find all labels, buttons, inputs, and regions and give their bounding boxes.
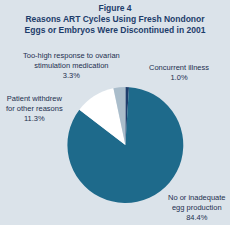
svg-text:No or inadequateegg production: No or inadequateegg production84.4% (168, 193, 226, 222)
svg-text:Concurrent illness1.0%: Concurrent illness1.0% (149, 63, 209, 82)
svg-text:Too-high response to ovarianst: Too-high response to ovarianstimulation … (23, 51, 120, 80)
svg-text:Patient withdrewfor other reas: Patient withdrewfor other reasons11.3% (6, 94, 63, 123)
svg-text:Figure 4Reasons ART Cycles Usi: Figure 4Reasons ART Cycles Using Fresh N… (25, 3, 206, 35)
